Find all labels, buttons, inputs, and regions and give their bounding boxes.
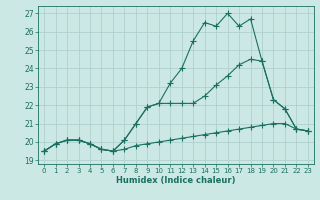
X-axis label: Humidex (Indice chaleur): Humidex (Indice chaleur) — [116, 176, 236, 185]
